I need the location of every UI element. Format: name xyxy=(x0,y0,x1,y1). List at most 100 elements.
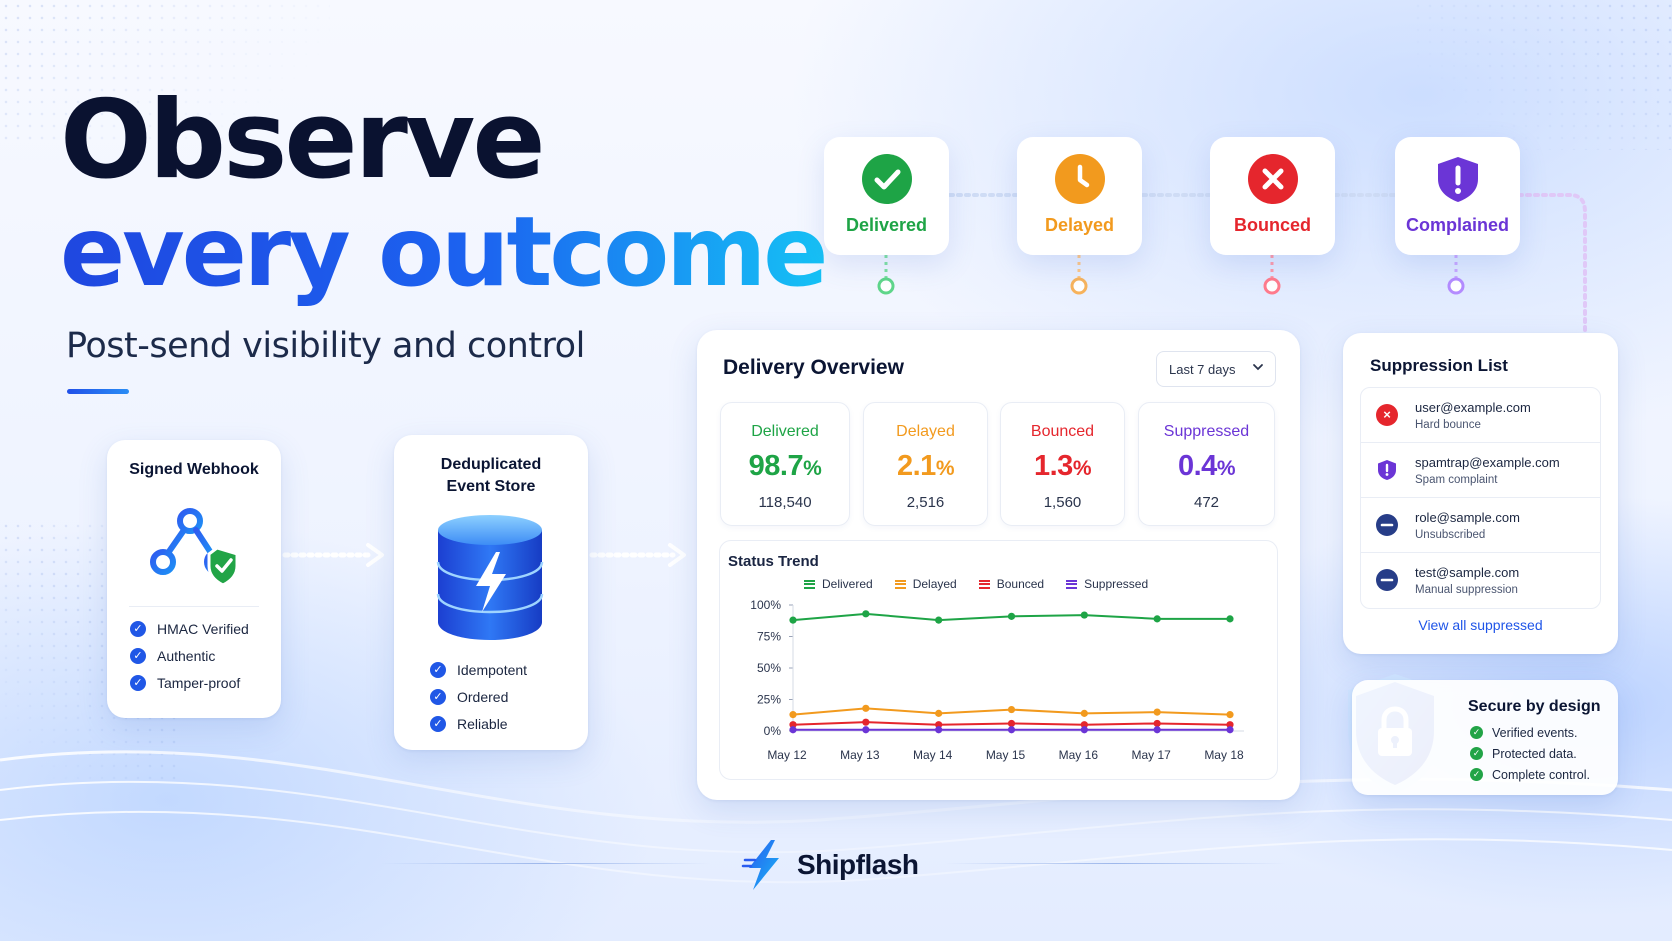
suppression-reason: Spam complaint xyxy=(1415,474,1498,486)
list-item[interactable]: role@sample.com Unsubscribed xyxy=(1361,498,1600,553)
feature-label: Complete control. xyxy=(1492,767,1590,782)
panel-title: Suppression List xyxy=(1370,356,1508,375)
feature-item: ✓ Protected data. xyxy=(1470,743,1590,764)
divider xyxy=(129,606,259,607)
status-tile-label: Complained xyxy=(1405,215,1509,235)
hero-subtitle: Post-send visibility and control xyxy=(66,326,585,366)
x-tick-label: May 15 xyxy=(986,748,1026,762)
view-all-suppressed-link[interactable]: View all suppressed xyxy=(1418,617,1543,633)
list-item[interactable]: test@sample.com Manual suppression xyxy=(1361,553,1600,608)
check-icon: ✓ xyxy=(1470,726,1483,739)
legend-swatch xyxy=(804,579,815,589)
decorative-dots xyxy=(1412,0,1672,150)
stat-card-suppressed: Suppressed 0.4% 472 xyxy=(1138,402,1275,526)
feature-label: Reliable xyxy=(457,715,508,732)
feature-label: HMAC Verified xyxy=(157,620,249,637)
suppression-reason: Unsubscribed xyxy=(1415,529,1486,541)
feature-item: ✓ Idempotent xyxy=(430,656,527,683)
stat-label: Delayed xyxy=(896,423,955,440)
webhook-feature-list: ✓ HMAC Verified ✓ Authentic ✓ Tamper-proof xyxy=(130,615,249,696)
y-tick-label: 0% xyxy=(764,724,782,738)
hero-underline xyxy=(67,389,129,394)
data-point xyxy=(1080,726,1088,734)
brand-name: Shipflash xyxy=(797,849,919,880)
suppressed-email: user@example.com xyxy=(1415,400,1531,415)
legend-swatch xyxy=(978,579,990,589)
suppression-list: × user@example.com Hard bounce spamtrap@… xyxy=(1360,387,1601,609)
legend-swatch xyxy=(894,579,906,589)
suppressed-email: spamtrap@example.com xyxy=(1415,455,1560,470)
data-point xyxy=(862,704,870,712)
y-tick-label: 75% xyxy=(757,630,781,644)
data-point xyxy=(1007,726,1016,734)
status-tile-label: Bounced xyxy=(1233,215,1311,235)
status-tile-delivered: Delivered xyxy=(824,137,949,255)
legend-item-suppressed: Suppressed xyxy=(1066,577,1148,591)
data-point xyxy=(789,726,797,734)
data-point xyxy=(789,616,797,624)
data-point xyxy=(1226,615,1234,623)
x-tick-label: May 13 xyxy=(840,748,880,762)
data-point xyxy=(1226,721,1234,729)
list-item[interactable]: × user@example.com Hard bounce xyxy=(1361,388,1600,443)
legend-label: Suppressed xyxy=(1084,577,1149,591)
x-circle-icon: × xyxy=(1376,404,1398,426)
data-point xyxy=(1007,612,1016,620)
check-icon: ✓ xyxy=(430,715,446,732)
data-point xyxy=(935,721,943,729)
clock-icon xyxy=(1054,154,1105,204)
chart-legend: Delivered Delayed Bounced Suppressed xyxy=(804,577,1170,591)
y-tick-label: 50% xyxy=(757,661,781,675)
legend-label: Delayed xyxy=(912,577,957,591)
data-point xyxy=(935,709,943,717)
date-range-select[interactable]: Last 7 days xyxy=(1156,351,1276,387)
data-point xyxy=(1080,709,1088,717)
data-point xyxy=(1153,726,1161,734)
check-icon: ✓ xyxy=(130,647,146,664)
list-item[interactable]: spamtrap@example.com Spam complaint xyxy=(1361,443,1600,498)
stat-value: 2.1% xyxy=(896,450,955,482)
shield-alert-icon xyxy=(1376,459,1398,481)
status-tile-bounced: Bounced xyxy=(1210,137,1335,255)
suppression-reason: Manual suppression xyxy=(1415,584,1518,596)
x-tick-label: May 16 xyxy=(1059,748,1099,762)
legend-item-delayed: Delayed xyxy=(894,577,957,591)
hero-headline: Observe every outcome xyxy=(60,82,828,309)
feature-item: ✓ Tamper-proof xyxy=(130,669,249,696)
minus-circle-icon xyxy=(1376,569,1398,591)
trend-plot: 100% 75% 50% 25% 0% May 12 May 13 May 14 May 15 M… xyxy=(750,598,1244,762)
status-tile-label: Delivered xyxy=(845,215,928,235)
stat-card-bounced: Bounced 1.3% 1,560 xyxy=(1000,402,1125,526)
footer-divider xyxy=(380,863,710,864)
stat-label: Suppressed xyxy=(1163,423,1250,440)
stat-value: 1.3% xyxy=(1033,450,1092,482)
stat-card-delayed: Delayed 2.1% 2,516 xyxy=(863,402,988,526)
legend-label: Bounced xyxy=(996,577,1045,591)
data-point xyxy=(789,721,797,729)
check-icon: ✓ xyxy=(430,661,446,678)
stat-count: 1,560 xyxy=(1043,494,1082,511)
data-point xyxy=(862,610,870,618)
y-tick-label: 25% xyxy=(757,693,781,707)
webhook-card-title: Signed Webhook xyxy=(129,461,259,478)
legend-item-bounced: Bounced xyxy=(978,577,1045,591)
data-point xyxy=(1153,719,1161,728)
legend-item-delivered: Delivered xyxy=(804,577,873,591)
webhook-card: Signed Webhook ✓ HMAC Verified ✓ Authentic… xyxy=(107,440,281,718)
shipflash-logo-icon xyxy=(741,838,785,892)
stat-value: 98.7% xyxy=(748,450,822,482)
check-circle-icon xyxy=(861,154,912,204)
feature-label: Tamper-proof xyxy=(157,674,241,691)
event-store-feature-list: ✓ Idempotent ✓ Ordered ✓ Reliable xyxy=(430,656,527,737)
data-point xyxy=(1007,719,1016,728)
data-point xyxy=(862,726,870,734)
event-store-title: Deduplicated Event Store xyxy=(394,454,588,498)
suppressed-email: role@sample.com xyxy=(1415,510,1520,525)
stat-card-delivered: Delivered 98.7% 118,540 xyxy=(720,402,850,526)
date-range-value: Last 7 days xyxy=(1169,361,1236,377)
x-tick-label: May 17 xyxy=(1131,748,1171,762)
shield-alert-icon xyxy=(1433,154,1483,204)
y-tick-label: 100% xyxy=(750,598,781,612)
data-point xyxy=(862,718,870,726)
stat-count: 2,516 xyxy=(906,494,945,511)
